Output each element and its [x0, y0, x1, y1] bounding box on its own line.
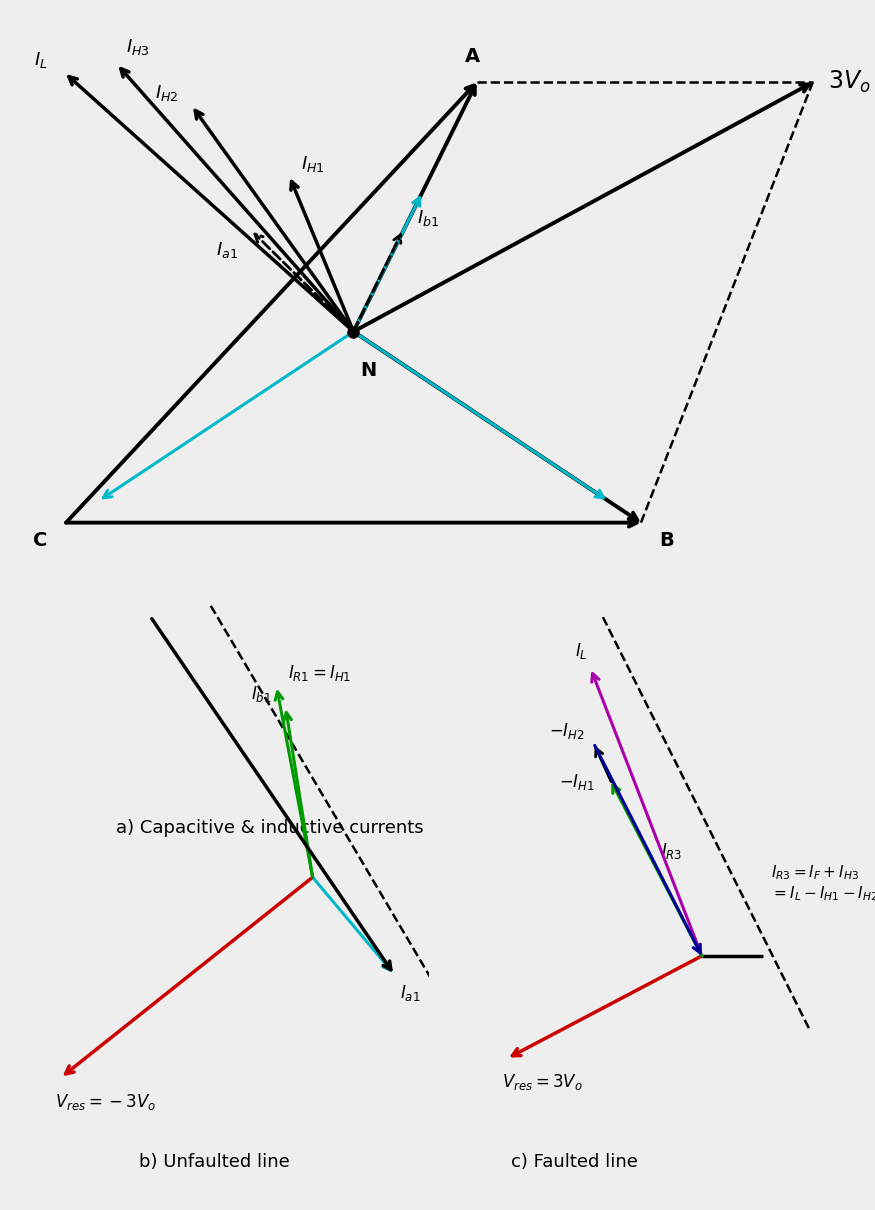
- Text: N: N: [360, 361, 376, 380]
- Text: $V_{res} = -3V_o$: $V_{res} = -3V_o$: [55, 1091, 157, 1112]
- Text: $I_L$: $I_L$: [575, 640, 588, 661]
- Text: $I_{R3} = I_F + I_{H3}$
$= I_L - I_{H1} - I_{H2}$: $I_{R3} = I_F + I_{H3}$ $= I_L - I_{H1} …: [771, 863, 875, 904]
- Text: $-I_{H2}$: $-I_{H2}$: [549, 720, 584, 741]
- Text: b) Unfaulted line: b) Unfaulted line: [139, 1153, 290, 1171]
- Text: A: A: [466, 47, 480, 65]
- Text: $I_{H3}$: $I_{H3}$: [126, 38, 150, 57]
- Text: C: C: [33, 531, 47, 551]
- Text: $I_L$: $I_L$: [34, 50, 47, 70]
- Text: $V_{res} = 3V_o$: $V_{res} = 3V_o$: [502, 1072, 583, 1093]
- Text: $3V_o$: $3V_o$: [828, 69, 870, 96]
- Text: $I_{H1}$: $I_{H1}$: [301, 154, 325, 174]
- Text: c) Faulted line: c) Faulted line: [511, 1153, 639, 1171]
- Text: $I_{b1}$: $I_{b1}$: [251, 684, 271, 704]
- Text: B: B: [660, 531, 675, 551]
- Text: $I_{a1}$: $I_{a1}$: [400, 984, 421, 1003]
- Text: $I_{R1} = I_{H1}$: $I_{R1} = I_{H1}$: [288, 663, 351, 684]
- Text: $I_{H2}$: $I_{H2}$: [155, 83, 178, 103]
- Text: $I_{R3}$: $I_{R3}$: [662, 841, 682, 860]
- Text: $I_{a1}$: $I_{a1}$: [216, 241, 238, 260]
- Text: $-I_{H1}$: $-I_{H1}$: [559, 772, 595, 791]
- Text: a) Capacitive & inductive currents: a) Capacitive & inductive currents: [116, 819, 424, 837]
- Text: $I_{b1}$: $I_{b1}$: [417, 208, 439, 227]
